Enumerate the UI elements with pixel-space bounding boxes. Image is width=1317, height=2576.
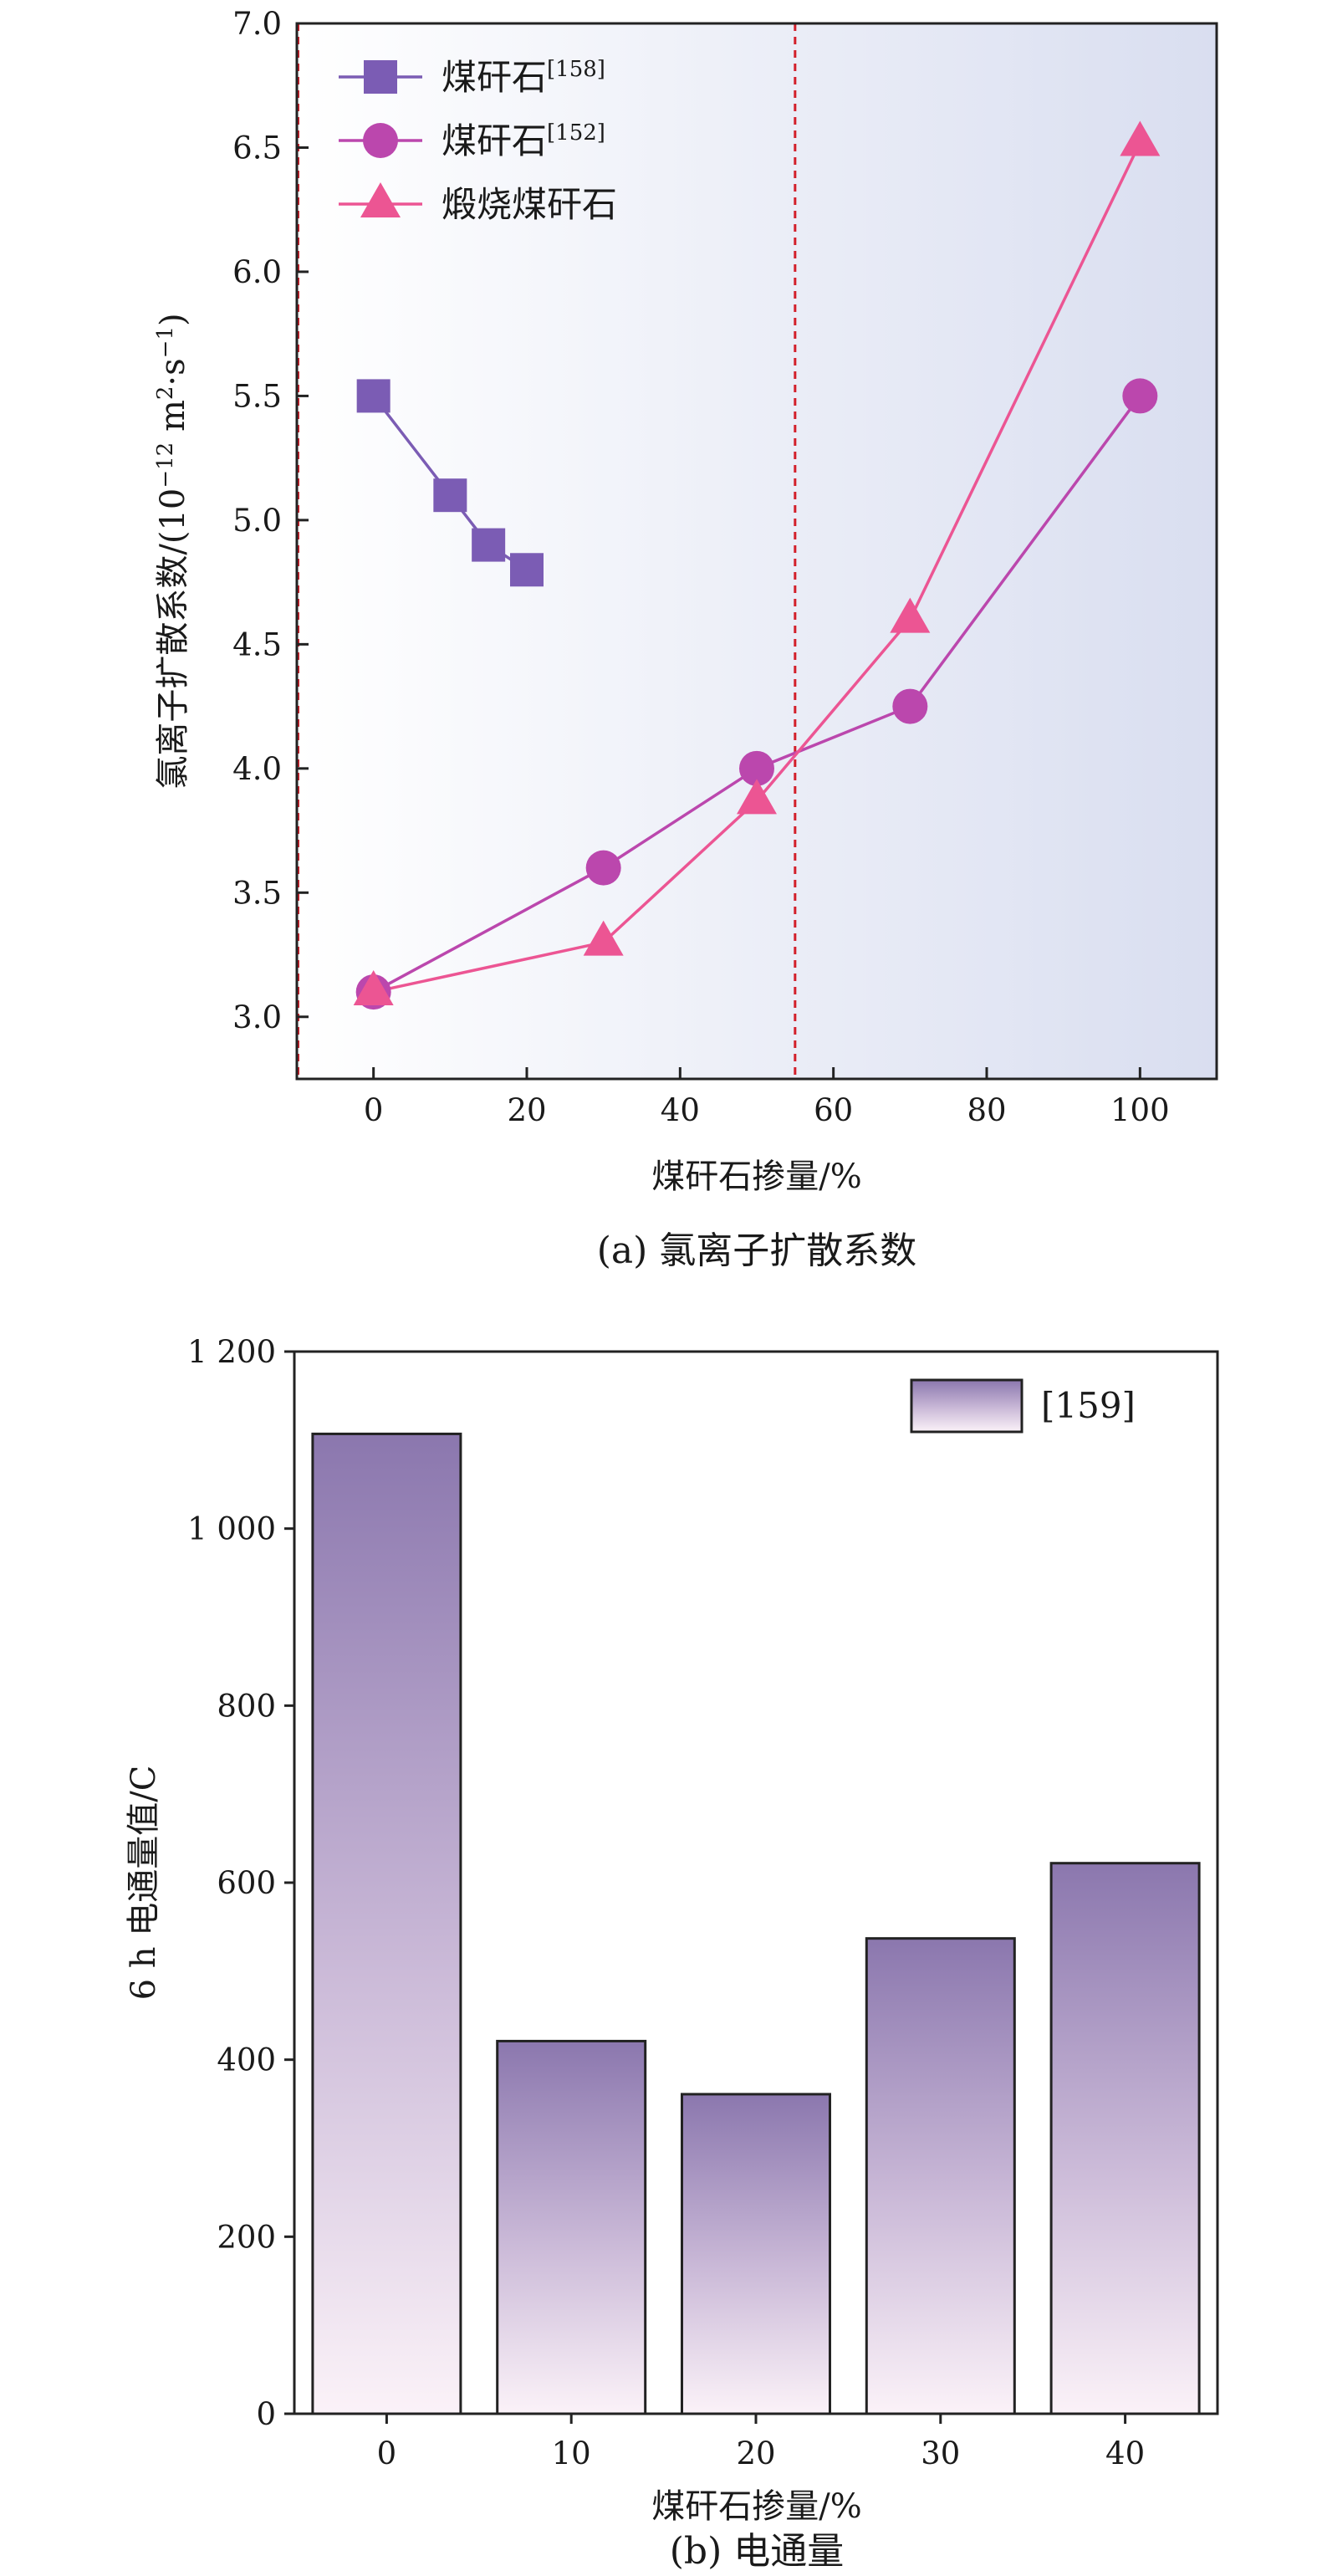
y-tick-label: 5.5	[232, 378, 282, 414]
y-tick-label: 200	[217, 2219, 276, 2255]
square-point	[472, 528, 506, 562]
x-tick-label: 100	[1110, 1092, 1170, 1128]
x-tick-label: 40	[1105, 2435, 1145, 2471]
plot-frame	[295, 22, 1218, 1081]
square-point	[356, 379, 391, 413]
y-tick-label: 7.0	[232, 6, 282, 42]
x-axis-title: 煤矸石掺量/%	[651, 1158, 861, 1196]
x-tick-label: 80	[967, 1092, 1006, 1128]
legend-swatch	[910, 1378, 1023, 1434]
circle-point	[1122, 378, 1158, 414]
legend-label: 煤矸石[152]	[442, 120, 605, 161]
legend: 煤矸石[158]煤矸石[152]煅烧煤矸石	[339, 57, 617, 225]
x-tick-label: 60	[814, 1092, 853, 1128]
triangle-point	[353, 970, 394, 1006]
triangle-point	[737, 779, 777, 815]
legend-label: 煅烧煤矸石	[442, 184, 617, 225]
bar	[496, 2039, 647, 2415]
y-tick-label: 400	[217, 2042, 276, 2078]
circle-point	[585, 850, 621, 886]
x-axis-title: 煤矸石掺量/%	[651, 2487, 861, 2526]
square-point	[510, 553, 544, 587]
bar	[311, 1432, 462, 2415]
y-tick-label: 6.5	[232, 130, 282, 166]
circle-point	[892, 688, 928, 724]
x-tick-label: 20	[736, 2435, 775, 2471]
series-line	[372, 395, 528, 571]
triangle-point	[1120, 120, 1161, 156]
circle-point	[739, 750, 774, 786]
tick-layer: 0 20 40 60 80 100 3.0 3.5 4.0 4.5 5.0 5.5 6.0 6.5 7.0	[232, 6, 1169, 1128]
y-tick-label: 4.5	[232, 626, 282, 662]
y-tick-label: 4.0	[232, 751, 282, 787]
square-point	[433, 478, 467, 513]
y-tick-label: 800	[217, 1688, 276, 1724]
x-tick-label: 40	[661, 1092, 700, 1128]
legend-marker	[360, 181, 401, 217]
triangle-point	[583, 920, 624, 956]
legend: [159]	[910, 1378, 1136, 1434]
y-tick-label: 600	[217, 1865, 276, 1901]
series-layer	[353, 120, 1161, 1010]
legend-label: [159]	[1041, 1385, 1136, 1426]
legend-marker	[363, 123, 398, 158]
legend-marker	[364, 60, 397, 94]
bar	[681, 2093, 831, 2415]
bar-layer	[311, 1432, 1201, 2415]
x-tick-label: 10	[552, 2435, 591, 2471]
plot-frame	[293, 1350, 1219, 2415]
y-axis-title: 6 h 电通量值/C	[125, 1766, 163, 2001]
y-tick-label: 1 200	[187, 1334, 276, 1370]
triangle-point	[890, 597, 931, 633]
x-tick-label: 0	[364, 1092, 384, 1128]
caption-b: (b) 电通量	[670, 2530, 844, 2573]
y-tick-label: 0	[256, 2396, 276, 2432]
x-tick-label: 0	[377, 2435, 397, 2471]
x-tick-label: 20	[507, 1092, 546, 1128]
diffusion-coefficient-chart: 0 20 40 60 80 1003.03.54.04.55.05.56.06.57.0 …	[153, 6, 1218, 1272]
y-axis-title: 氯离子扩散系数/(10−12 m2·s−1)	[153, 313, 192, 789]
x-tick-label: 30	[921, 2435, 960, 2471]
plot-background	[297, 23, 1217, 1079]
caption-a: (a) 氯离子扩散系数	[597, 1229, 917, 1272]
y-tick-label: 5.0	[232, 503, 282, 539]
y-tick-label: 3.5	[232, 875, 282, 911]
y-tick-label: 6.0	[232, 254, 282, 290]
bar	[865, 1937, 1016, 2415]
y-tick-label: 1 000	[187, 1511, 276, 1547]
bar	[1049, 1862, 1201, 2415]
y-tick-label: 3.0	[232, 999, 282, 1035]
